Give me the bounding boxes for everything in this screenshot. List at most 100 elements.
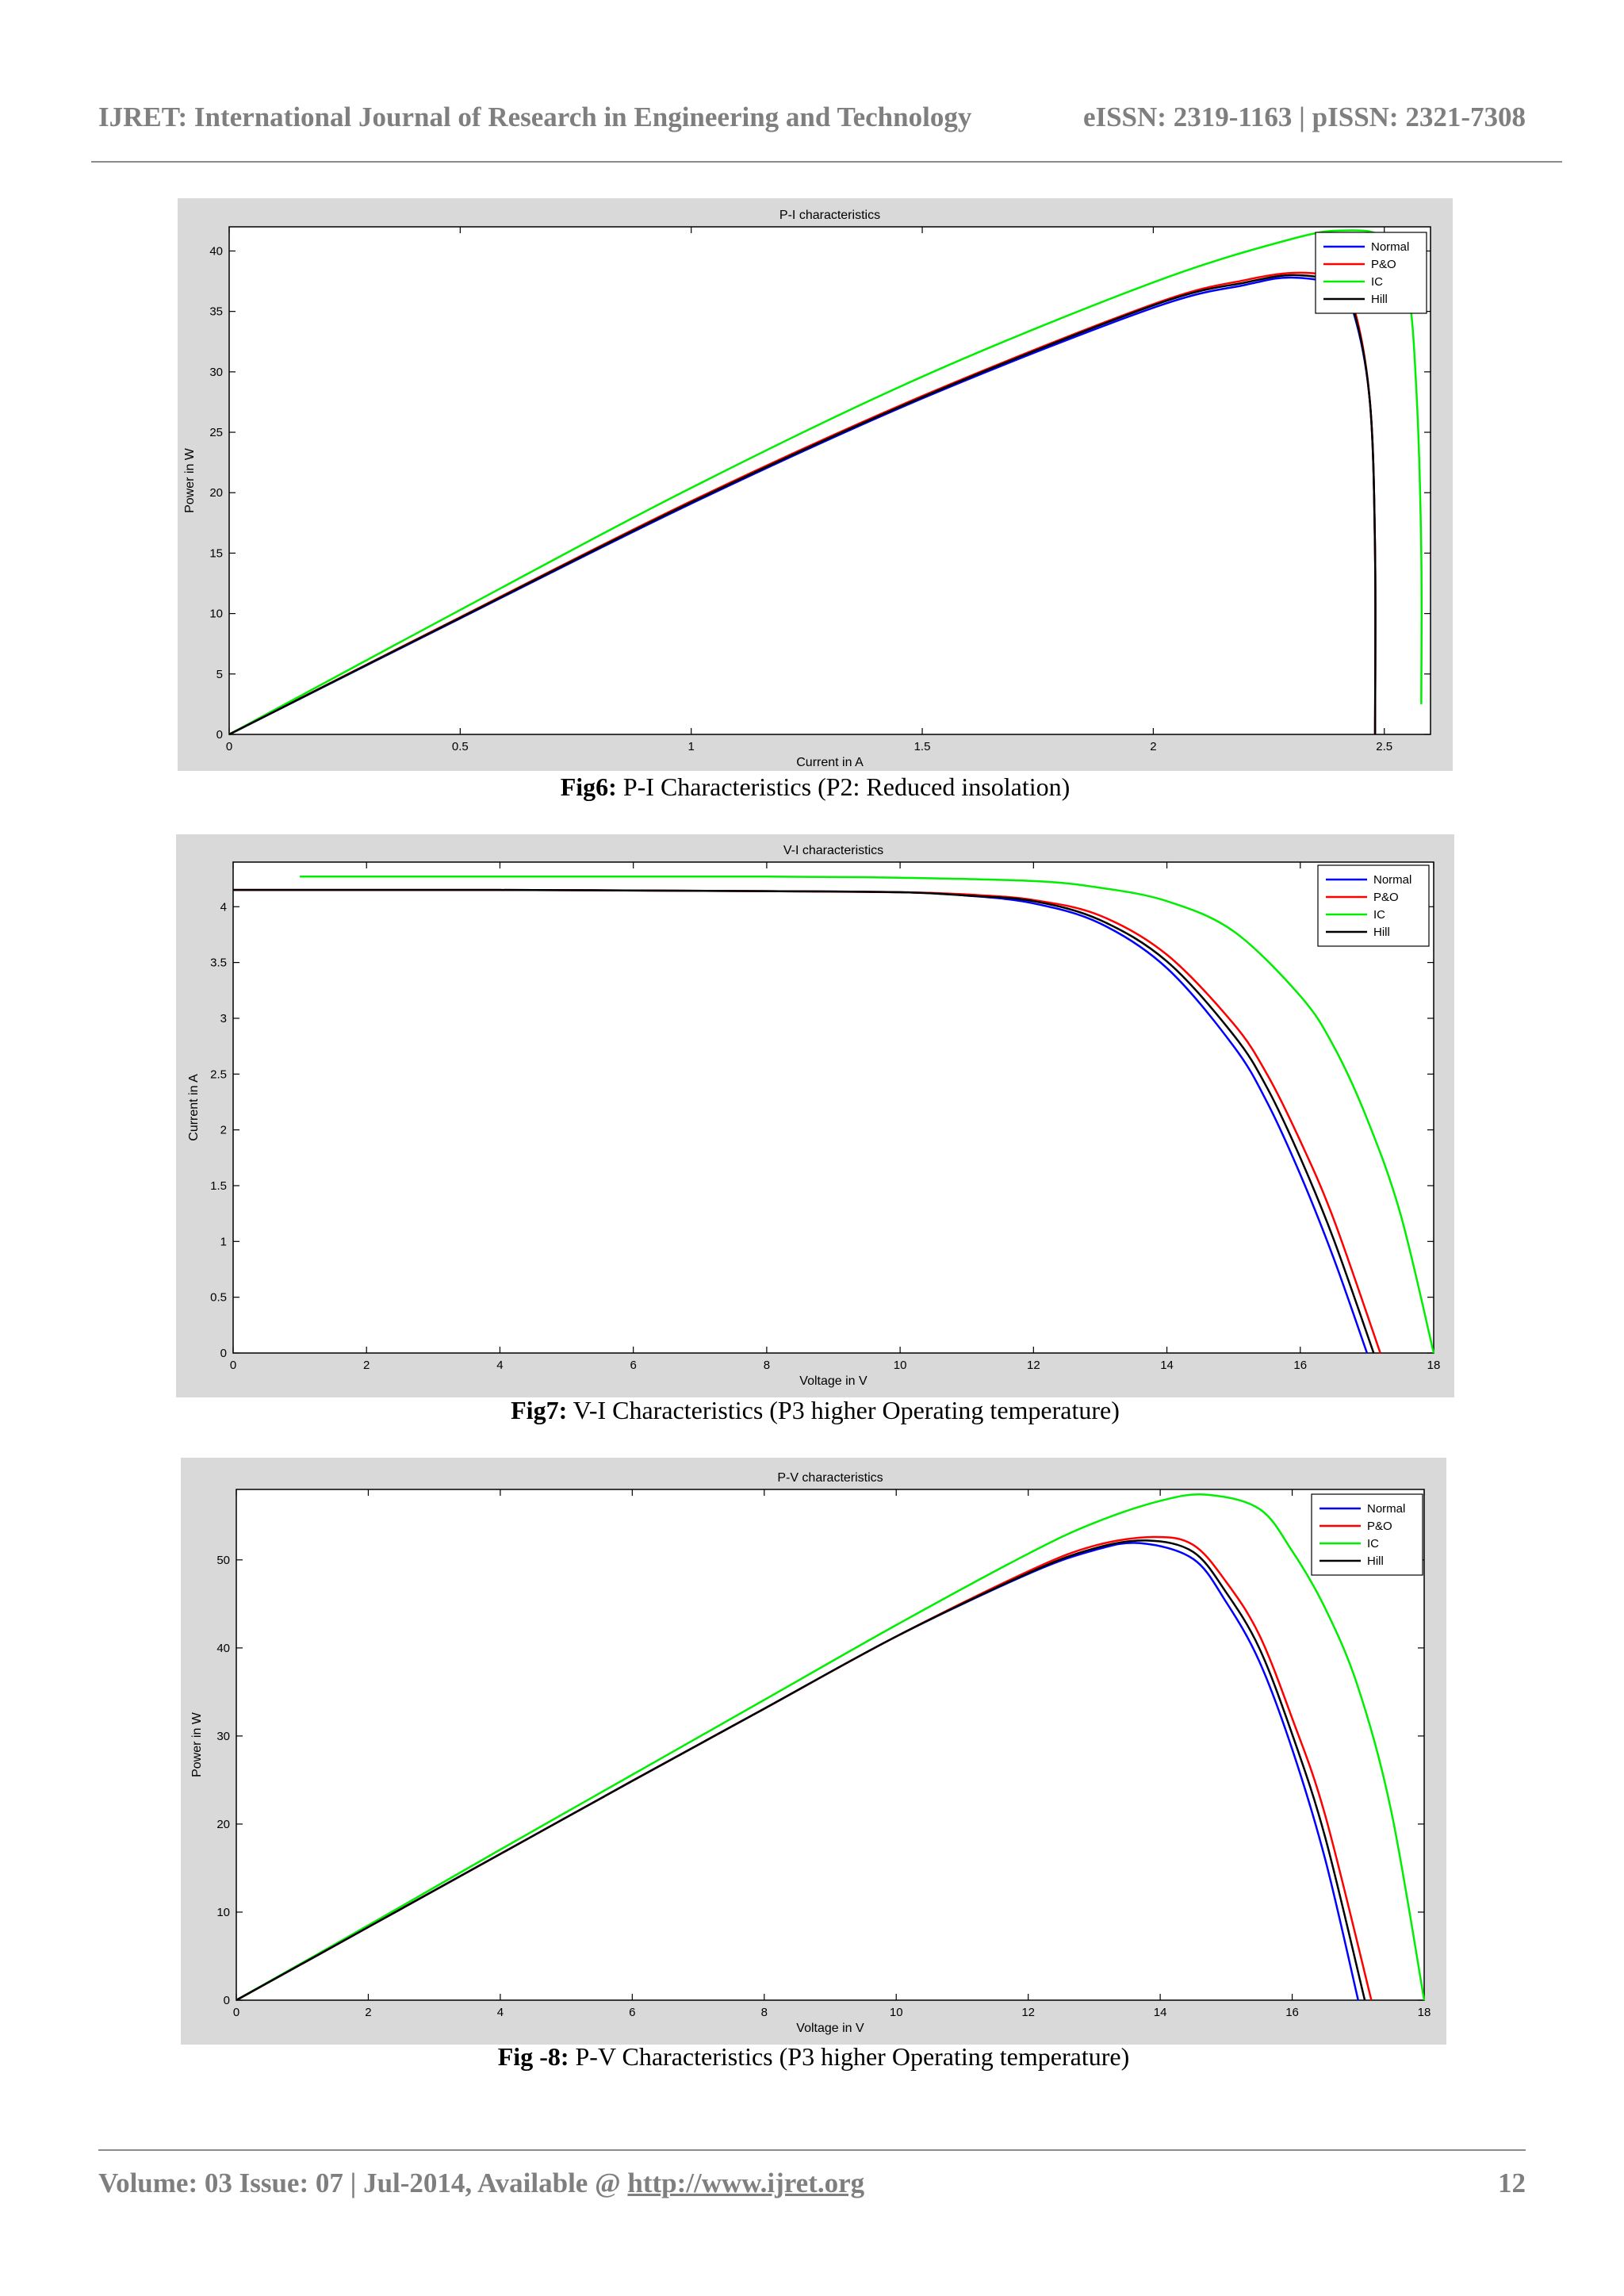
y-axis-label: Power in W: [190, 1711, 204, 1777]
figure-pi-chart: P-I characteristics 0 0.5 1 1.5 2 2.5 0 5 10 15 20 2…: [178, 198, 1453, 771]
legend-label-normal: Normal: [1367, 1502, 1405, 1516]
caption-text: P-V Characteristics (P3 higher Operating…: [569, 2042, 1130, 2071]
x-tick-label: 2: [1150, 740, 1156, 753]
figure-8-caption: Fig -8: P-V Characteristics (P3 higher O…: [181, 2042, 1446, 2072]
legend-label-p-o: P&O: [1367, 1520, 1392, 1533]
chart-title: P-I characteristics: [779, 209, 880, 222]
y-tick-label: 3.5: [210, 956, 227, 970]
y-tick-label: 30: [209, 366, 223, 379]
x-tick-label: 8: [764, 1359, 770, 1372]
plot-area: [232, 861, 1434, 1354]
y-tick-label: 20: [216, 1818, 230, 1831]
x-tick-label: 4: [497, 2006, 504, 2019]
x-tick-label: 8: [761, 2006, 768, 2019]
legend-label-ic: IC: [1371, 275, 1383, 289]
x-tick-label: 6: [629, 2006, 635, 2019]
x-tick-label: 16: [1293, 1359, 1307, 1372]
caption-label: Fig6:: [560, 772, 617, 801]
y-tick-label: 0: [220, 1347, 227, 1360]
y-tick-label: 0: [216, 728, 223, 742]
y-axis-label: Power in W: [183, 447, 197, 513]
y-tick-label: 15: [209, 546, 223, 560]
x-tick-label: 0: [233, 2006, 239, 2019]
legend-label-hill: Hill: [1371, 293, 1388, 306]
y-tick-label: 20: [209, 486, 223, 500]
y-tick-label: 4: [220, 900, 227, 914]
x-tick-label: 1: [688, 740, 695, 753]
series-line-ic: [236, 1493, 1426, 2002]
x-tick-label: 18: [1427, 1359, 1441, 1372]
page-footer: Volume: 03 Issue: 07 | Jul-2014, Availab…: [98, 2168, 1526, 2207]
x-tick-label: 16: [1285, 2006, 1299, 2019]
y-tick-label: 2.5: [210, 1068, 227, 1081]
y-tick-label: 10: [209, 608, 223, 621]
y-tick-label: 0: [224, 1994, 230, 2007]
caption-label: Fig7:: [511, 1396, 568, 1424]
series-line-hill: [236, 1539, 1366, 2002]
legend-label-ic: IC: [1373, 908, 1385, 922]
x-tick-label: 2.5: [1376, 740, 1392, 753]
chart-title: P-V characteristics: [777, 1471, 883, 1485]
footer-volume: Volume: 03 Issue: 07 | Jul-2014, Availab…: [98, 2168, 864, 2199]
x-tick-label: 2: [363, 1359, 370, 1372]
y-tick-label: 30: [216, 1730, 230, 1743]
legend-label-hill: Hill: [1373, 926, 1390, 939]
y-tick-label: 35: [209, 305, 223, 319]
chart-legend: Normal P&O IC Hill: [1315, 232, 1427, 314]
plot-area: [236, 1489, 1425, 2001]
footer-divider: [98, 2149, 1526, 2151]
x-tick-label: 14: [1160, 1359, 1174, 1372]
legend-label-p-o: P&O: [1373, 891, 1399, 904]
series-line-ic: [228, 229, 1423, 736]
page-header: IJRET: International Journal of Research…: [98, 94, 1526, 141]
x-tick-label: 10: [894, 1359, 907, 1372]
y-tick-label: 0.5: [210, 1291, 227, 1305]
legend-label-normal: Normal: [1373, 873, 1411, 887]
legend-label-p-o: P&O: [1371, 258, 1396, 271]
x-tick-label: 1.5: [914, 740, 931, 753]
x-tick-label: 2: [365, 2006, 371, 2019]
y-tick-label: 3: [220, 1012, 227, 1025]
x-axis-label: Voltage in V: [796, 2022, 864, 2035]
pv-chart-svg: P-V characteristics 0 2 4 6 8 10 12 14 16 18 0 10 20 3…: [181, 1458, 1446, 2045]
chart-title: V-I characteristics: [783, 844, 883, 857]
legend-label-normal: Normal: [1371, 240, 1409, 254]
x-tick-label: 0: [226, 740, 232, 753]
pi-chart-svg: P-I characteristics 0 0.5 1 1.5 2 2.5 0 5 10 15 20 2…: [178, 198, 1453, 771]
y-tick-label: 1: [220, 1235, 227, 1248]
x-tick-label: 12: [1021, 2006, 1035, 2019]
x-tick-label: 4: [496, 1359, 503, 1372]
figure-vi-chart: V-I characteristics 0 2 4 6 8 10 12 14 16 18 0 0.5 1 1…: [176, 834, 1454, 1397]
chart-legend: Normal P&O IC Hill: [1311, 1493, 1423, 1576]
y-tick-label: 25: [209, 426, 223, 439]
x-tick-label: 12: [1027, 1359, 1040, 1372]
y-tick-label: 50: [216, 1554, 230, 1567]
x-tick-label: 18: [1418, 2006, 1431, 2019]
footer-volume-text: Volume: 03 Issue: 07 | Jul-2014, Availab…: [98, 2168, 628, 2198]
chart-legend: Normal P&O IC Hill: [1317, 864, 1430, 947]
journal-title: IJRET: International Journal of Research…: [98, 102, 972, 132]
header-divider: [91, 161, 1562, 163]
figure-7-caption: Fig7: V-I Characteristics (P3 higher Ope…: [176, 1396, 1454, 1425]
y-tick-label: 40: [216, 1642, 230, 1655]
y-tick-label: 10: [216, 1906, 230, 1919]
caption-text: V-I Characteristics (P3 higher Operating…: [567, 1396, 1120, 1424]
x-tick-label: 0: [230, 1359, 236, 1372]
journal-url-link[interactable]: http://www.ijret.org: [627, 2168, 865, 2198]
plot-area: [228, 226, 1431, 735]
vi-chart-svg: V-I characteristics 0 2 4 6 8 10 12 14 16 18 0 0.5 1 1…: [176, 834, 1454, 1397]
issn-text: eISSN: 2319-1163 | pISSN: 2321-7308: [1082, 102, 1526, 132]
series-line-ic: [300, 875, 1435, 1354]
x-tick-label: 10: [890, 2006, 903, 2019]
y-axis-label: Current in A: [187, 1074, 201, 1141]
y-tick-label: 2: [220, 1124, 227, 1137]
figure-6-caption: Fig6: P-I Characteristics (P2: Reduced i…: [178, 772, 1453, 802]
x-tick-label: 0.5: [452, 740, 469, 753]
series-line-hill: [232, 888, 1375, 1354]
x-axis-label: Current in A: [796, 756, 864, 769]
caption-label: Fig -8:: [497, 2042, 569, 2071]
x-axis-label: Voltage in V: [799, 1374, 868, 1388]
y-tick-label: 5: [216, 668, 223, 681]
x-tick-label: 6: [630, 1359, 636, 1372]
y-tick-label: 40: [209, 244, 223, 258]
